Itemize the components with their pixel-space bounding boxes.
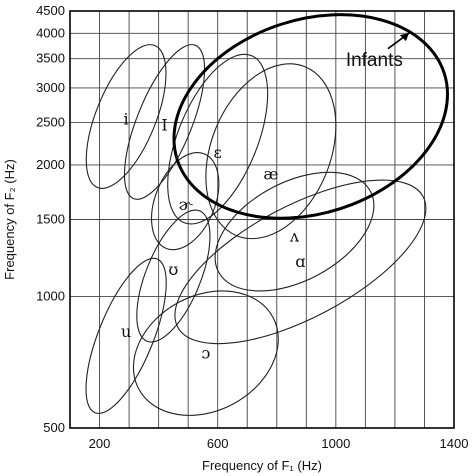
x-tick-labels: 200 600 1000 1400	[89, 436, 469, 451]
vowel-label: ɚ	[178, 195, 193, 214]
vowel-region-outline	[85, 44, 167, 189]
x-tick-label: 1400	[440, 436, 469, 451]
vowel-regions: i Iɛ æ ɚ ʌ ʊ ɑ u ɔ	[85, 44, 427, 416]
y-tick-label: 500	[43, 420, 65, 435]
infant-region-group: Infants	[172, 13, 449, 220]
vowel-label: ɑ	[295, 252, 305, 271]
vowel-label: I	[161, 116, 167, 135]
vowel-region-outline	[123, 44, 206, 200]
annotation-arrowhead	[399, 33, 409, 42]
vowel-region-outline	[167, 53, 269, 225]
y-tick-label: 3000	[36, 80, 65, 95]
vowel-label: ɔ	[201, 344, 210, 363]
vowel-region-outline	[174, 179, 427, 345]
plot-frame	[69, 10, 455, 429]
y-tick-label: 4500	[36, 3, 65, 18]
y-tick-label: 1500	[36, 212, 65, 227]
vowel-region-outline	[214, 171, 375, 292]
x-tick-label: 1000	[321, 436, 350, 451]
y-tick-label: 2500	[36, 115, 65, 130]
vowel-label: ɛ	[214, 143, 222, 162]
vowel-region-outline	[136, 209, 211, 343]
vowel-label: u	[121, 322, 131, 341]
vowel-region-outline	[85, 257, 167, 414]
vowel-region-outline	[132, 290, 279, 416]
infant-region-outline	[172, 13, 449, 220]
infants-annotation: Infants	[346, 50, 403, 71]
y-tick-labels: 4500 4000 3500 3000 2500 2000 1500 1000 500	[36, 3, 65, 435]
y-tick-label: 1000	[36, 288, 65, 303]
vowel-label: ʊ	[168, 260, 178, 279]
y-axis-label: Frequency of F₂ (Hz)	[2, 159, 17, 280]
vowel-region-outline	[151, 152, 220, 251]
x-tick-label: 200	[89, 436, 111, 451]
vowel-label: i	[124, 110, 129, 129]
y-tick-label: 3500	[36, 51, 65, 66]
y-tick-label: 2000	[36, 157, 65, 172]
x-axis-label: Frequency of F₁ (Hz)	[202, 458, 322, 473]
vowel-label: æ	[263, 165, 278, 184]
y-tick-label: 4000	[36, 25, 65, 40]
x-tick-label: 600	[207, 436, 229, 451]
vowel-label: ʌ	[289, 227, 299, 246]
